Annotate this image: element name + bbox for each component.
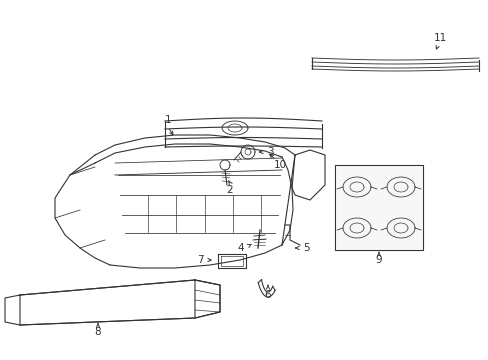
Text: 7: 7 <box>196 255 203 265</box>
Text: 9: 9 <box>375 255 382 265</box>
Text: 4: 4 <box>237 243 244 253</box>
Text: 5: 5 <box>302 243 309 253</box>
Text: 10: 10 <box>273 160 286 170</box>
Text: 6: 6 <box>264 290 271 300</box>
Text: 8: 8 <box>95 327 101 337</box>
Bar <box>335 166 421 249</box>
Text: 1: 1 <box>164 115 171 125</box>
Text: 2: 2 <box>226 185 233 195</box>
Text: 3: 3 <box>266 147 273 157</box>
Bar <box>334 165 422 250</box>
Text: 11: 11 <box>432 33 446 43</box>
